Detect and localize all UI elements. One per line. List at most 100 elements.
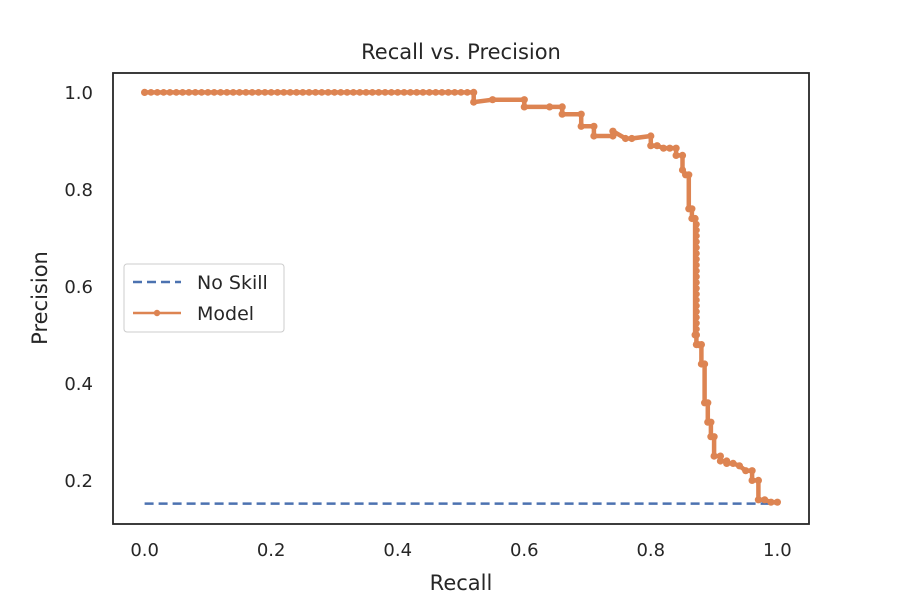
model-point [693,244,700,252]
model-point [198,89,206,96]
model-point [185,89,193,96]
model-point [577,110,585,118]
y-tick-label: 0.4 [64,374,93,395]
model-point [280,89,288,96]
model-point [773,498,782,506]
x-tick-label: 0.4 [383,540,412,561]
model-point [463,89,471,96]
model-point [141,89,149,96]
model-point [356,89,364,96]
model-point [691,214,699,223]
model-point [343,89,351,96]
model-point [419,89,427,96]
model-point [470,88,478,96]
model-point [432,89,440,96]
y-tick-label: 0.6 [64,277,93,298]
model-point [229,89,237,96]
model-point [693,232,700,240]
model-point [489,96,497,104]
model-point [697,341,706,349]
model-point [707,418,715,426]
model-point [761,496,769,504]
model-point [710,433,718,441]
x-tick-label: 1.0 [763,540,792,561]
model-point [255,89,262,96]
model-point [710,452,718,460]
model-point [672,151,680,159]
model-point [337,89,345,96]
model-point [666,144,674,152]
model-point [693,325,700,333]
model-point [748,476,756,484]
model-point [400,89,408,96]
model-point [160,89,168,96]
model-point [426,89,433,96]
model-point [394,89,402,96]
model-point [293,89,300,96]
model-point [369,89,376,96]
legend-label: Model [197,303,254,325]
model-point [470,98,478,106]
model-point [305,89,313,96]
model-point [153,89,161,96]
legend-label: No Skill [197,272,268,294]
model-point [590,132,598,140]
model-point [621,134,630,143]
model-point [693,250,700,257]
model-point [438,89,446,96]
y-tick-label: 1.0 [64,83,93,104]
y-tick-label: 0.8 [64,180,93,201]
series-layer [141,88,782,506]
y-axis-ticks: 0.2 0.4 0.6 0.8 1.0 [64,83,93,492]
model-point [457,89,465,96]
model-point [331,89,338,96]
model-point [267,89,275,96]
model-point [754,496,763,504]
model-point [558,103,566,111]
model-point [274,89,281,96]
model-point [248,89,256,96]
model-point [444,89,452,96]
model-point [609,127,617,135]
model-point [693,314,700,321]
model-point [166,89,174,96]
model-point [520,96,528,104]
model-point [688,205,696,213]
model-point [693,255,700,263]
legend-model-marker [153,309,161,317]
model-point [362,89,370,96]
model-point [350,89,357,96]
y-tick-label: 0.2 [64,471,93,492]
model-point [767,498,775,506]
model-point [723,459,731,467]
model-point [716,457,725,465]
model-point [451,89,459,96]
model-point [693,296,700,304]
model-point [685,171,693,179]
model-point [381,89,389,96]
y-axis-label: Precision [28,251,52,345]
model-point [647,132,655,140]
x-tick-label: 0.6 [510,540,539,561]
model-point [242,89,250,96]
model-point [223,89,231,96]
model-point [520,103,528,111]
model-point [217,89,225,96]
model-point [693,302,700,310]
model-point [191,89,199,96]
model-point [693,226,700,234]
chart-title: Recall vs. Precision [361,40,561,64]
model-point [558,110,566,118]
model-point [701,360,709,368]
model-point [312,89,319,96]
model-point [172,89,180,96]
x-tick-label: 0.8 [636,540,665,561]
model-point [693,319,700,327]
model-point [693,279,700,286]
model-point [693,273,700,281]
model-point [693,267,700,275]
x-tick-label: 0.2 [257,540,286,561]
model-point [179,89,187,96]
model-point [742,467,750,475]
